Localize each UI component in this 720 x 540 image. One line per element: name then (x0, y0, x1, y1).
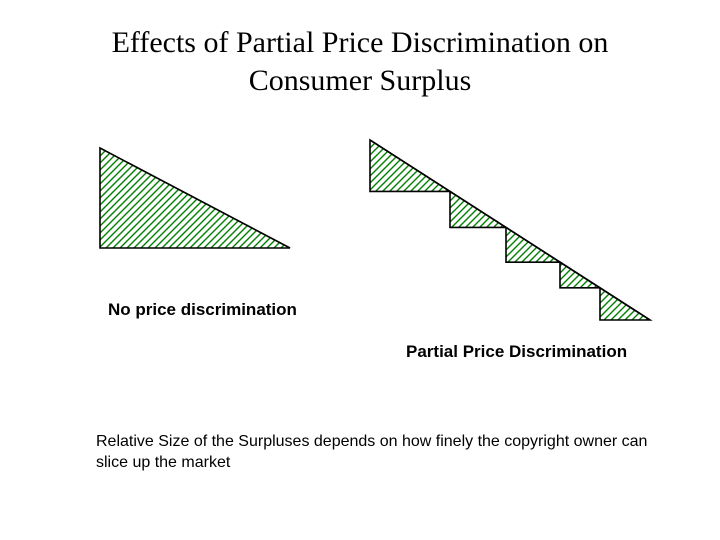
right-chart-partial-discrimination (360, 130, 660, 335)
title-line-2: Consumer Surplus (249, 64, 472, 97)
left-chart-no-discrimination (90, 138, 310, 273)
title-line-1: Effects of Partial Price Discrimination … (112, 26, 609, 59)
right-chart-caption: Partial Price Discrimination (406, 342, 627, 362)
slide: Effects of Partial Price Discrimination … (0, 0, 720, 540)
footnote-text: Relative Size of the Surpluses depends o… (96, 432, 676, 474)
left-chart-caption: No price discrimination (108, 300, 297, 320)
slide-title: Effects of Partial Price Discrimination … (0, 24, 720, 99)
